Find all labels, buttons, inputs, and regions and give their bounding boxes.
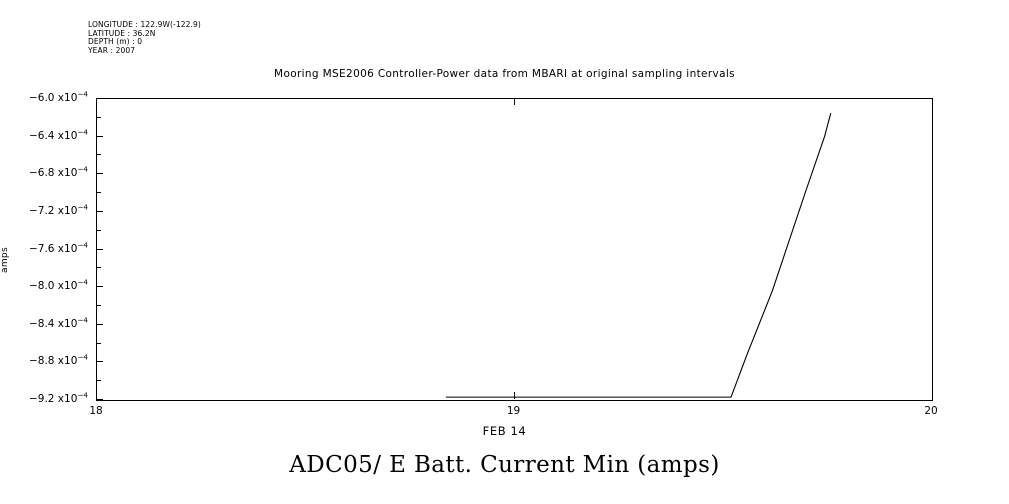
y-axis-minor-tick — [96, 116, 101, 118]
y-axis-minor-tick — [96, 342, 101, 344]
y-axis-major-tick — [96, 248, 103, 250]
y-axis-tick-label: −9.2 x10−4 — [28, 390, 88, 405]
x-axis-title: FEB 14 — [482, 424, 527, 438]
x-axis-tick-label: 20 — [924, 405, 938, 417]
y-axis-tick-label: −6.8 x10−4 — [28, 164, 88, 180]
y-axis-tick-label: −8.4 x10−4 — [28, 315, 88, 330]
chart-title: Mooring MSE2006 Controller-Power data fr… — [274, 68, 735, 80]
y-axis-tick-label: −6.0 x10−4 — [28, 89, 88, 104]
y-axis-minor-tick — [96, 267, 101, 269]
y-axis-tick-labels: −6.0 x10−4 −6.4 x10−4 −6.8 x10−4 −7.2 x10−4… — [0, 0, 88, 504]
y-axis-major-tick — [96, 135, 103, 137]
metadata-latitude: LATITUDE : 36.2N — [88, 28, 156, 38]
y-axis-minor-tick — [96, 154, 101, 156]
y-axis-tick-label: −8.0 x10−4 — [28, 277, 88, 293]
x-axis-tick-label: 19 — [506, 405, 521, 417]
y-axis-minor-tick — [96, 229, 101, 231]
x-axis-major-tick — [513, 392, 515, 399]
x-axis-tick-label: 18 — [89, 405, 103, 417]
y-axis-minor-tick — [96, 192, 101, 194]
y-axis-minor-tick — [96, 380, 101, 382]
y-axis-major-tick — [96, 323, 103, 325]
metadata-block: LONGITUDE : 122.9W(-122.9) LATITUDE : 36… — [88, 20, 201, 55]
plot-canvas — [445, 112, 832, 398]
y-axis-tick-label: −8.8 x10−4 — [28, 352, 88, 368]
y-axis-major-tick — [96, 173, 103, 175]
y-axis-minor-tick — [96, 304, 101, 306]
y-axis-tick-label: −7.2 x10−4 — [28, 202, 88, 217]
y-axis-major-tick — [96, 286, 103, 288]
x-axis-top-tick — [513, 98, 515, 105]
y-axis-tick-label: −7.6 x10−4 — [28, 240, 88, 255]
y-axis-major-tick — [96, 210, 103, 212]
metadata-year: YEAR : 2007 — [88, 45, 136, 55]
plot-frame — [96, 98, 933, 401]
y-axis-tick-label: −6.4 x10−4 — [28, 127, 88, 142]
y-axis-major-tick — [96, 399, 103, 400]
plot-caption: ADC05/ E Batt. Current Min (amps) — [289, 452, 720, 478]
data-series-line — [445, 112, 832, 398]
metadata-depth: DEPTH (m) : 0 — [88, 37, 143, 47]
metadata-longitude: LONGITUDE : 122.9W(-122.9) — [88, 20, 201, 29]
y-axis-major-tick — [96, 361, 103, 363]
